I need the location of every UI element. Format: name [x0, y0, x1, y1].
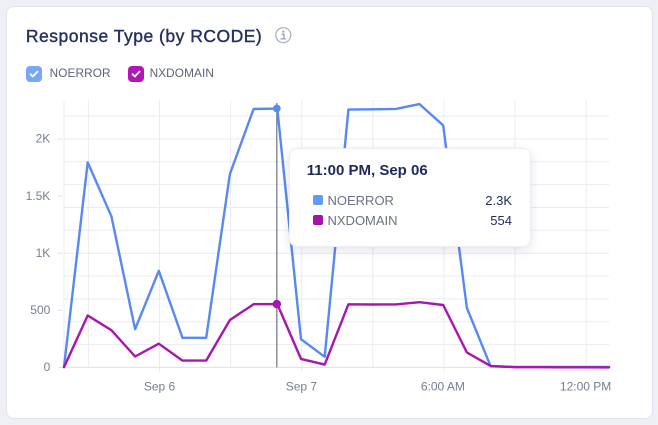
svg-text:2K: 2K — [36, 132, 51, 146]
svg-text:1K: 1K — [36, 246, 51, 260]
svg-text:6:00 AM: 6:00 AM — [421, 380, 465, 394]
svg-text:1.5K: 1.5K — [26, 189, 51, 203]
svg-text:12:00 PM: 12:00 PM — [560, 380, 611, 394]
svg-text:Sep 6: Sep 6 — [144, 380, 176, 394]
svg-text:Sep 7: Sep 7 — [286, 380, 318, 394]
svg-text:500: 500 — [30, 303, 50, 317]
svg-text:0: 0 — [44, 360, 51, 374]
